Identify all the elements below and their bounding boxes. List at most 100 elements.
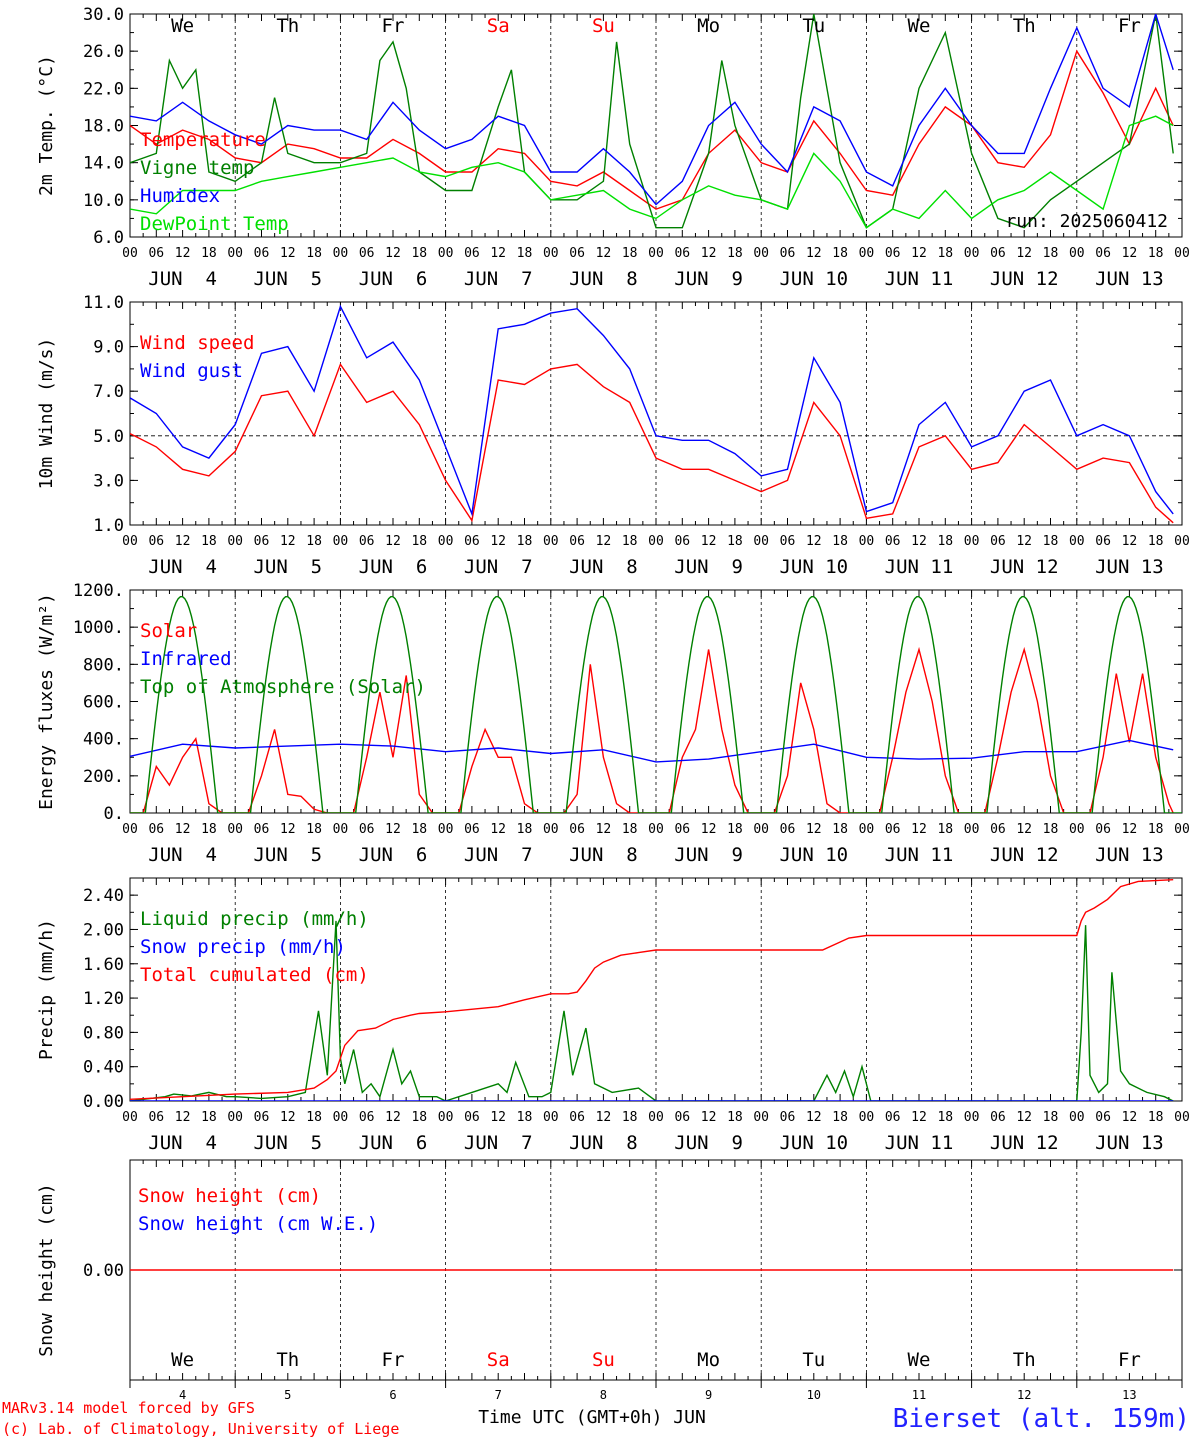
hour-label: 12: [911, 534, 927, 549]
series-line: [130, 596, 1182, 813]
series-line: [130, 646, 1174, 813]
hour-label: 00: [333, 1110, 349, 1125]
hour-label: 18: [1043, 534, 1059, 549]
y-axis-title: 10m Wind (m/s): [36, 338, 57, 490]
legend-entry: Wind speed: [140, 332, 254, 354]
hour-label: 06: [1095, 534, 1111, 549]
hour-label: 06: [359, 1110, 375, 1125]
hour-label: 00: [859, 534, 875, 549]
day-name-bottom: Tu: [802, 1349, 825, 1371]
hour-label: 00: [227, 822, 243, 837]
y-tick-label: 1.60: [83, 955, 124, 975]
hour-label: 00: [964, 1110, 980, 1125]
legend-entry: Solar: [140, 620, 197, 642]
hour-label: 12: [490, 822, 506, 837]
hour-label: 12: [1122, 534, 1138, 549]
hour-label: 06: [885, 534, 901, 549]
y-axis-title: Snow height (cm): [36, 1183, 57, 1356]
date-label: JUN 5: [253, 268, 322, 290]
hour-label: 06: [359, 822, 375, 837]
hour-label: 06: [148, 534, 164, 549]
hour-label: 12: [596, 822, 612, 837]
day-name-top: Sa: [487, 15, 510, 37]
hour-label: 12: [385, 822, 401, 837]
hour-label: 12: [701, 246, 717, 261]
hour-label: 18: [201, 534, 217, 549]
series-line: [130, 115, 1174, 229]
date-label: JUN 11: [885, 844, 954, 866]
hour-label: 00: [122, 1110, 138, 1125]
run-label: run: 2025060412: [1005, 211, 1168, 232]
legend-entry: Top of Atmosphere (Solar): [140, 676, 426, 698]
hour-label: 18: [201, 246, 217, 261]
hour-label: 00: [859, 1110, 875, 1125]
date-label: JUN 5: [253, 1132, 322, 1154]
date-label: JUN 4: [148, 556, 217, 578]
series-layer: [130, 14, 1182, 1271]
hour-label: 00: [438, 534, 454, 549]
y-tick-label: 400.: [83, 730, 124, 750]
y-tick-label: 2.00: [83, 920, 124, 940]
hour-label: 06: [148, 1110, 164, 1125]
hour-label: 06: [148, 246, 164, 261]
hour-label: 12: [701, 534, 717, 549]
hour-label: 12: [385, 1110, 401, 1125]
date-label: JUN 8: [569, 844, 638, 866]
day-name-bottom: We: [908, 1349, 931, 1371]
day-number: 12: [1017, 1388, 1031, 1402]
y-tick-label: 7.0: [93, 382, 124, 402]
day-name-top: Mo: [697, 15, 720, 37]
hour-label: 18: [1148, 1110, 1164, 1125]
hour-label: 00: [333, 534, 349, 549]
hour-label: 18: [517, 534, 533, 549]
hour-label: 12: [1122, 822, 1138, 837]
hour-label: 00: [438, 246, 454, 261]
day-number: 5: [284, 1388, 291, 1402]
date-label: JUN 5: [253, 844, 322, 866]
day-number: 6: [389, 1388, 396, 1402]
hour-label: 00: [227, 1110, 243, 1125]
date-label: JUN 10: [779, 844, 848, 866]
day-name-bottom: Fr: [382, 1349, 405, 1371]
hour-label: 12: [1016, 822, 1032, 837]
y-tick-label: 14.0: [83, 154, 124, 174]
date-label: JUN 7: [464, 844, 533, 866]
day-name-bottom: Th: [1013, 1349, 1036, 1371]
hour-label: 18: [411, 534, 427, 549]
hour-label: 06: [148, 822, 164, 837]
hour-label: 18: [306, 534, 322, 549]
series-line: [130, 49, 1174, 210]
hour-label: 12: [490, 534, 506, 549]
hour-label: 00: [333, 822, 349, 837]
hour-label: 18: [937, 822, 953, 837]
hour-label: 18: [622, 246, 638, 261]
hour-label: 18: [1043, 1110, 1059, 1125]
legend-entry: Vigne temp: [140, 157, 254, 179]
day-name-bottom: We: [171, 1349, 194, 1371]
y-tick-label: 11.0: [83, 293, 124, 313]
hour-label: 18: [1043, 246, 1059, 261]
x-axis-title: Time UTC (GMT+0h) JUN: [478, 1407, 706, 1428]
hour-label: 18: [622, 534, 638, 549]
hour-label: 12: [175, 534, 191, 549]
date-label: JUN 6: [359, 844, 428, 866]
y-tick-label: 3.0: [93, 471, 124, 491]
credit-lab: (c) Lab. of Climatology, University of L…: [2, 1420, 399, 1438]
credit-model: MARv3.14 model forced by GFS: [2, 1399, 255, 1417]
day-name-top: Tu: [802, 15, 825, 37]
legend-entry: Temperature: [140, 129, 266, 151]
date-label: JUN 11: [885, 1132, 954, 1154]
hour-label: 06: [254, 822, 270, 837]
hour-label: 18: [1043, 822, 1059, 837]
hour-label: 06: [1095, 246, 1111, 261]
hour-label: 12: [701, 822, 717, 837]
y-tick-label: 30.0: [83, 5, 124, 25]
date-label: JUN 4: [148, 844, 217, 866]
day-number: 4: [179, 1388, 186, 1402]
series-line: [130, 14, 1174, 206]
hour-label: 12: [280, 534, 296, 549]
hour-label: 00: [227, 246, 243, 261]
date-label: JUN 13: [1095, 268, 1164, 290]
hour-label: 00: [1069, 534, 1085, 549]
hour-label: 00: [859, 246, 875, 261]
